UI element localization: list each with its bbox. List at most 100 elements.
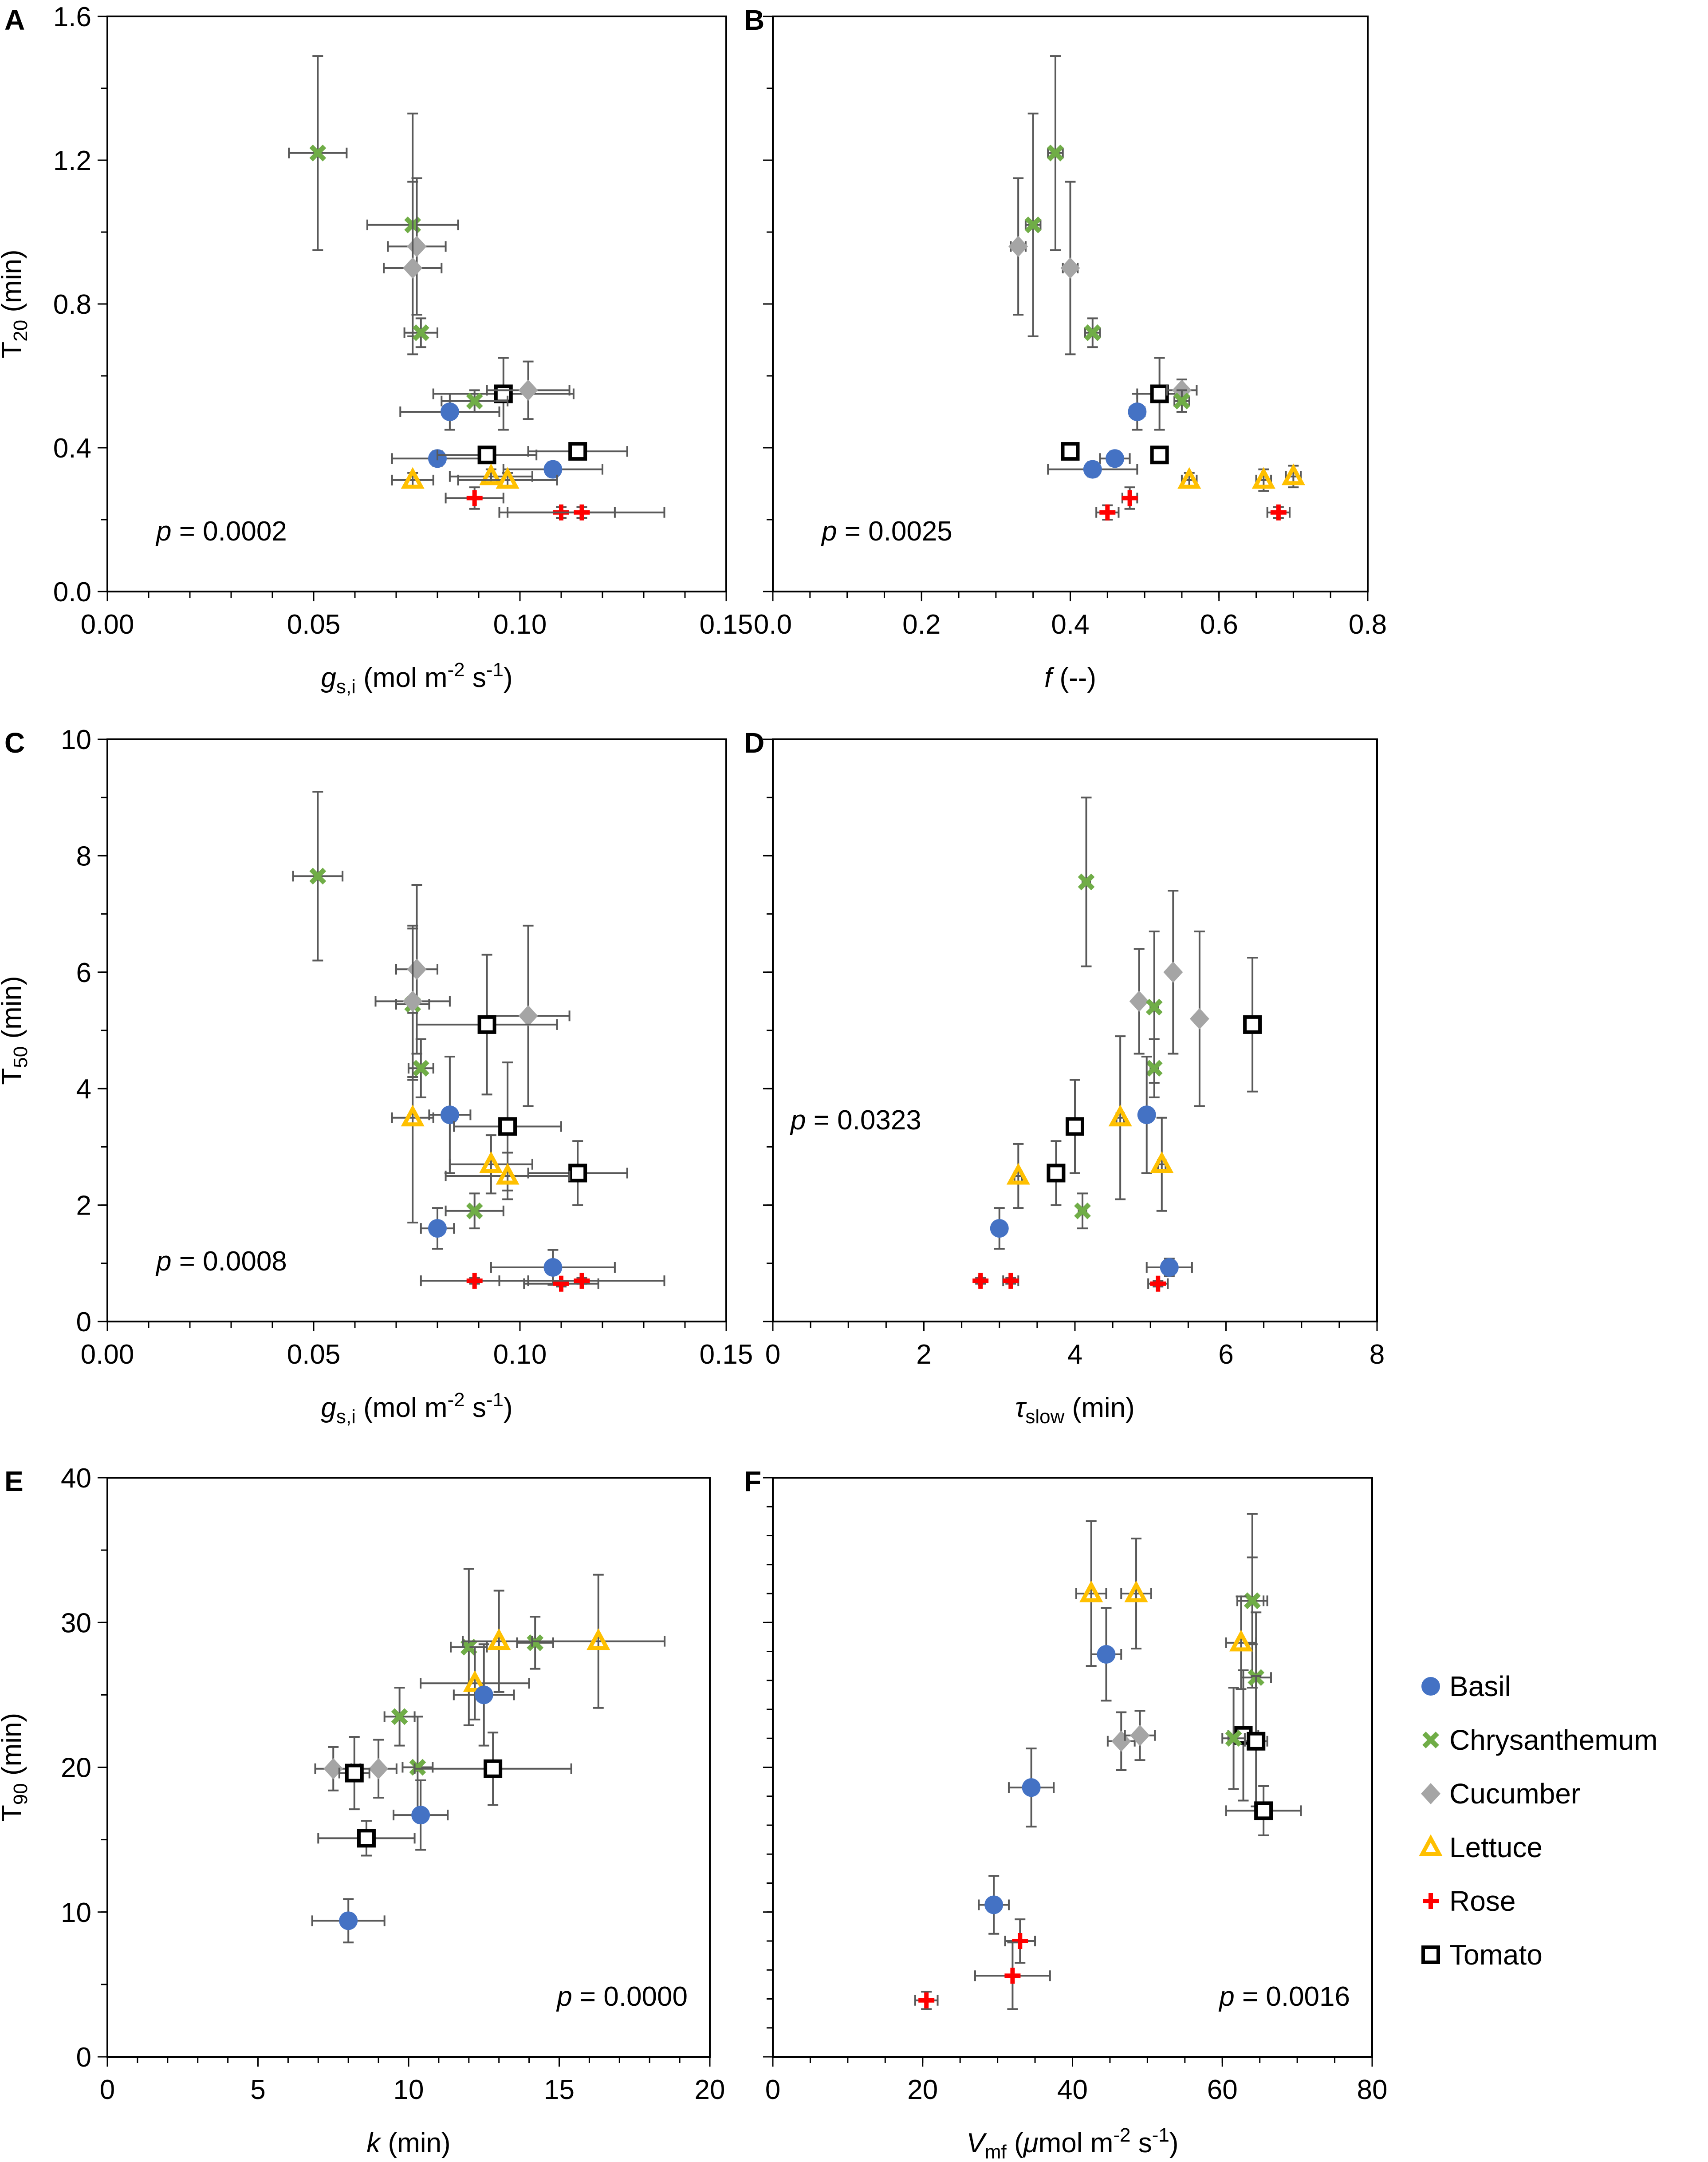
marker-chrysanthemum	[1244, 1592, 1261, 1610]
p-value-label: p = 0.0002	[155, 516, 287, 547]
marker-rose	[1270, 504, 1287, 521]
p-value-label: p = 0.0008	[155, 1246, 287, 1277]
x-tick-label: 0.05	[287, 1339, 341, 1370]
x-tick-label: 0	[765, 2075, 780, 2105]
panel-c: 0.00 0.05 0.10 0.15 0 2 4 6 8 10 C T50 (min) gs,i (m…	[0, 725, 753, 1428]
y-error-bar	[1086, 1520, 1097, 1667]
marker-rose	[574, 504, 590, 521]
y-tick-label: 10	[61, 1898, 91, 1928]
data-point-cucumber	[359, 1739, 397, 1799]
data-point-cucumber	[1008, 177, 1028, 316]
panel-e: 0 5 10 15 20 0 10 20 30 40 E T90 (min) k (min) p = 0.…	[0, 1463, 725, 2158]
p-value-label: p = 0.0323	[790, 1105, 921, 1136]
marker-lettuce	[463, 1670, 487, 1692]
marker-basil	[1106, 449, 1125, 468]
marker-tomato	[1066, 1117, 1084, 1136]
data-point-tomato	[1047, 1140, 1066, 1206]
data-point-tomato	[317, 1820, 416, 1857]
marker-basil	[1097, 1645, 1116, 1664]
data-point-tomato	[453, 1061, 562, 1191]
marker-basil	[440, 1105, 459, 1124]
marker-lettuce	[1281, 463, 1305, 485]
data-point-lettuce	[1006, 1143, 1030, 1209]
data-point-rose	[914, 1991, 939, 2010]
marker-basil	[411, 1806, 430, 1825]
marker-tomato	[477, 446, 496, 465]
data-point-rose	[498, 504, 665, 521]
marker-tomato	[484, 1759, 503, 1778]
panel-letter: F	[744, 1465, 761, 1497]
legend-marker-cucumber	[1421, 1783, 1440, 1804]
marker-basil	[339, 1911, 358, 1930]
data-point-chrysanthemum	[1221, 1687, 1246, 1790]
data-point-basil	[490, 1249, 616, 1286]
marker-lettuce	[487, 1628, 511, 1650]
marker-cucumber	[1111, 1730, 1131, 1752]
marker-tomato	[1047, 1164, 1066, 1183]
marker-rose	[466, 490, 483, 506]
marker-basil	[1137, 1105, 1156, 1124]
marker-lettuce	[401, 467, 425, 489]
y-tick-label: 0.0	[53, 577, 91, 608]
marker-lettuce	[1108, 1105, 1132, 1127]
data-point-chrysanthemum	[1047, 55, 1064, 251]
y-error-bar	[1013, 1143, 1024, 1209]
panel-letter: C	[4, 727, 25, 759]
y-error-bar	[493, 1590, 504, 1693]
data-point-tomato	[1066, 1079, 1084, 1174]
x-tick-label: 40	[1057, 2075, 1088, 2105]
data-point-rose	[1147, 1275, 1169, 1292]
legend-label: Lettuce	[1449, 1831, 1543, 1863]
marker-tomato	[1254, 1801, 1273, 1820]
marker-cucumber	[323, 1758, 343, 1779]
marker-chrysanthemum	[1173, 392, 1190, 410]
data-point-basil	[428, 1056, 472, 1174]
y-error-bar	[485, 1134, 496, 1195]
marker-basil	[1022, 1778, 1041, 1797]
panel-f: 0 20 40 60 80 F Vmf (μmol m-2 s-1) p = 0.0016	[744, 1465, 1387, 2162]
data-point-chrysanthemum	[450, 1568, 488, 1726]
data-point-basil	[453, 1643, 515, 1747]
y-tick-label: 1.6	[53, 2, 91, 32]
panel-letter: D	[744, 727, 764, 759]
marker-chrysanthemum	[1145, 1060, 1163, 1077]
data-point-chrysanthemum	[1240, 1556, 1265, 1645]
legend-label: Tomato	[1449, 1939, 1543, 1971]
x-tick-label: 0.05	[287, 609, 341, 640]
marker-cucumber	[1129, 990, 1149, 1012]
data-point-basil	[978, 1875, 1010, 1935]
x-tick-label: 0.0	[754, 609, 792, 640]
marker-lettuce	[1079, 1580, 1103, 1602]
plot-frame	[772, 1477, 1373, 2058]
data-point-tomato	[1243, 957, 1262, 1093]
data-point-rose	[445, 486, 504, 510]
x-tick-label: 0.15	[700, 609, 753, 640]
data-point-lettuce	[457, 467, 558, 489]
marker-chrysanthemum	[309, 144, 327, 162]
y-tick-label: 8	[76, 841, 91, 872]
data-point-tomato	[1136, 357, 1183, 431]
y-tick-label: 2	[76, 1191, 91, 1221]
data-point-cucumber	[1124, 1710, 1156, 1761]
x-axis-title: gs,i (mol m-2 s-1)	[321, 1389, 512, 1428]
data-point-chrysanthemum	[445, 1192, 504, 1230]
marker-basil	[428, 1219, 447, 1238]
data-point-cucumber	[1163, 890, 1183, 1055]
marker-tomato	[477, 1015, 496, 1034]
data-point-lettuce	[1108, 1035, 1132, 1200]
marker-basil	[440, 402, 459, 421]
marker-lettuce	[1229, 1629, 1253, 1652]
y-tick-label: 40	[61, 1463, 91, 1494]
marker-basil	[1128, 402, 1147, 421]
data-point-lettuce	[462, 1590, 536, 1693]
x-tick-label: 0.2	[902, 609, 941, 640]
x-axis-title: gs,i (mol m-2 s-1)	[321, 659, 512, 698]
data-point-chrysanthemum	[516, 1616, 554, 1670]
marker-cucumber	[1008, 236, 1028, 257]
data-point-lettuce	[449, 1134, 533, 1195]
marker-tomato	[1243, 1015, 1262, 1034]
x-tick-label: 20	[907, 2075, 938, 2105]
y-tick-label: 0.4	[53, 433, 91, 464]
marker-cucumber	[1060, 257, 1080, 279]
marker-cucumber	[1189, 1008, 1209, 1030]
